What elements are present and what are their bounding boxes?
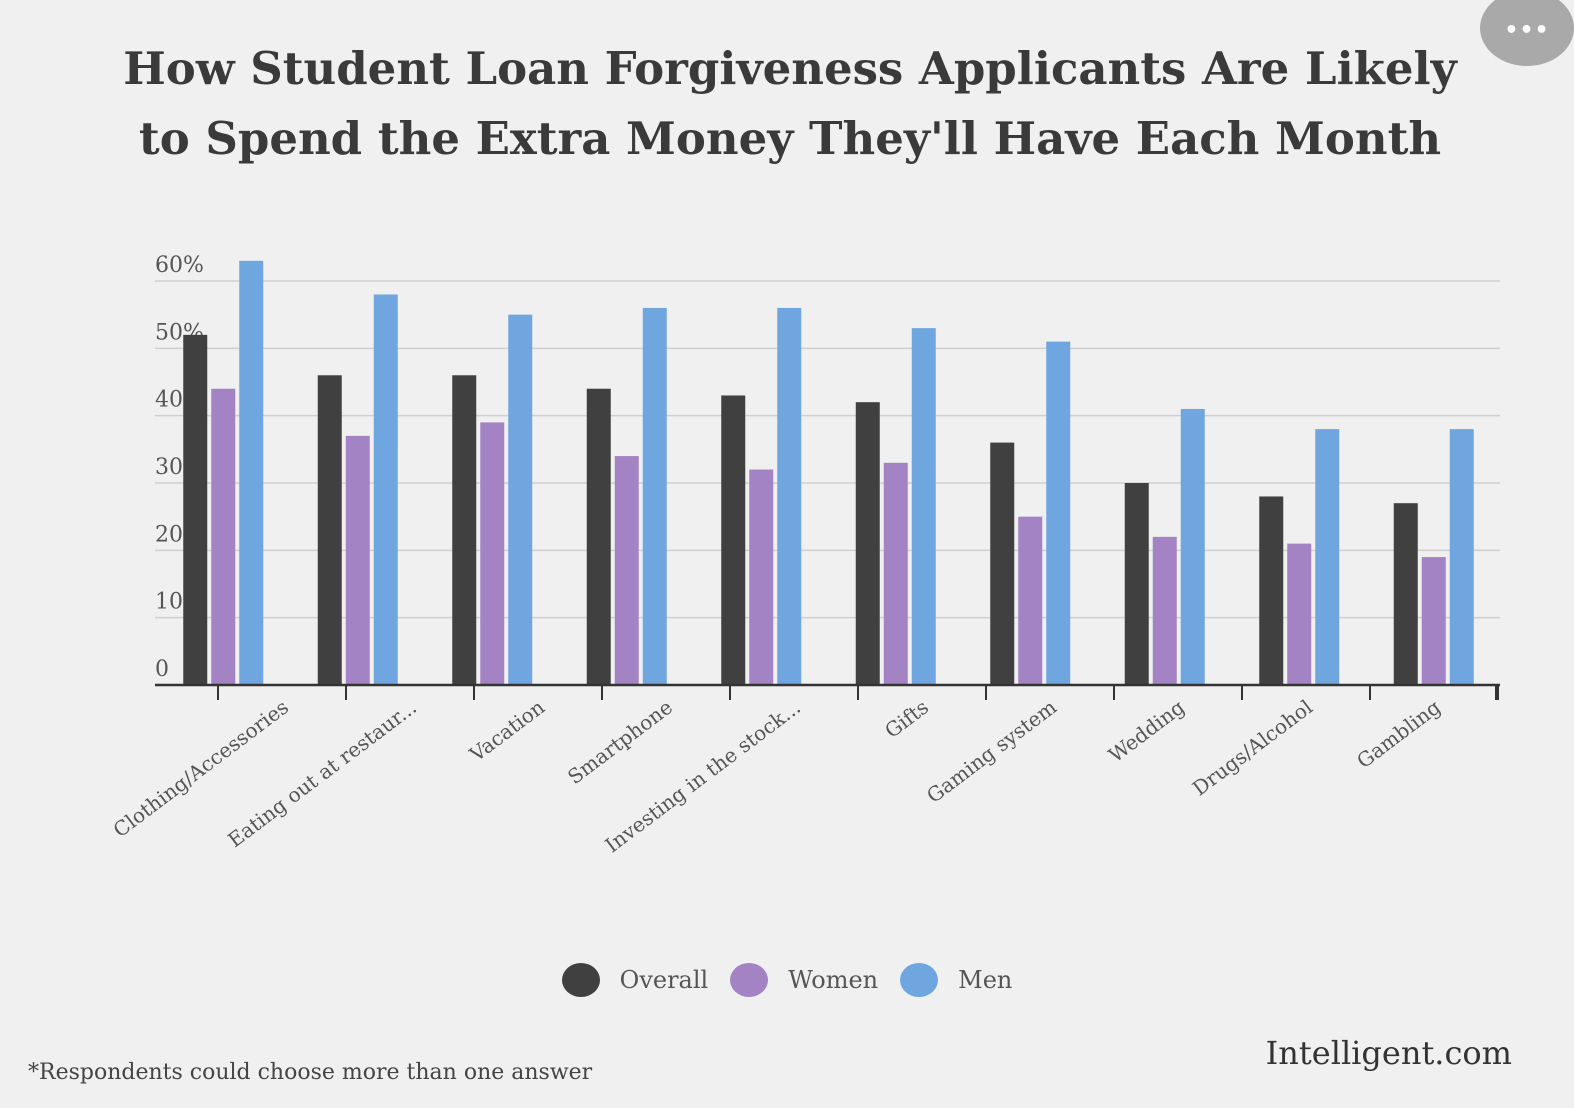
legend-label: Men <box>958 966 1013 994</box>
legend-swatch <box>900 963 939 997</box>
more-options-button[interactable]: ••• <box>1480 0 1574 66</box>
bar <box>642 307 667 685</box>
bar <box>345 435 370 685</box>
bar <box>911 328 936 685</box>
x-category-label: Wedding <box>1104 695 1189 768</box>
bar <box>883 462 908 685</box>
bar <box>749 469 774 685</box>
bar <box>1124 483 1149 685</box>
legend-label: Women <box>788 966 879 994</box>
bar <box>1421 557 1446 685</box>
bar <box>721 395 746 685</box>
x-category-label: Vacation <box>464 695 549 767</box>
legend-item[interactable]: Overall <box>561 963 709 997</box>
bar <box>1315 429 1340 685</box>
bar <box>1046 341 1071 685</box>
bar <box>1259 496 1284 685</box>
legend-swatch <box>730 963 769 997</box>
x-category-label: Gifts <box>880 695 933 743</box>
legend-swatch <box>561 963 600 997</box>
bar <box>1449 429 1474 685</box>
bar <box>239 260 264 685</box>
chart-title-line-2: to Spend the Extra Money They'll Have Ea… <box>138 112 1442 165</box>
y-tick-label: 60% <box>155 253 204 278</box>
y-tick-label: 0 <box>155 657 169 682</box>
footnote: *Respondents could choose more than one … <box>28 1060 593 1085</box>
bar <box>452 375 477 685</box>
bar <box>586 388 611 685</box>
bar <box>777 307 802 685</box>
bar <box>480 422 505 685</box>
legend-item[interactable]: Men <box>900 963 1012 997</box>
bar <box>1393 503 1418 685</box>
legend: Overall Women Men <box>0 963 1574 997</box>
bar <box>614 456 639 685</box>
x-category-label: Smartphone <box>563 695 677 789</box>
bar <box>1287 543 1312 685</box>
x-category-label: Gaming system <box>922 695 1061 808</box>
bar <box>1180 408 1205 685</box>
bars <box>183 260 1474 685</box>
x-category-label: Gambling <box>1352 695 1445 773</box>
bar <box>855 402 880 685</box>
bar <box>1018 516 1043 685</box>
bar <box>508 314 533 685</box>
bar <box>317 375 342 685</box>
chart-title: How Student Loan Forgiveness Applicants … <box>40 34 1540 174</box>
chart-title-line-1: How Student Loan Forgiveness Applicants … <box>123 42 1457 95</box>
x-category-label: Drugs/Alcohol <box>1188 695 1317 801</box>
bar <box>183 334 208 685</box>
brand-label: Intelligent.com <box>1265 1034 1512 1072</box>
bar <box>990 442 1015 685</box>
bar-chart: 010%20%30%40%50%60% Clothing/Accessories… <box>109 253 1500 857</box>
legend-item[interactable]: Women <box>730 963 878 997</box>
bar <box>373 294 398 685</box>
bar <box>211 388 236 685</box>
bar <box>1152 536 1177 685</box>
legend-label: Overall <box>619 966 709 994</box>
